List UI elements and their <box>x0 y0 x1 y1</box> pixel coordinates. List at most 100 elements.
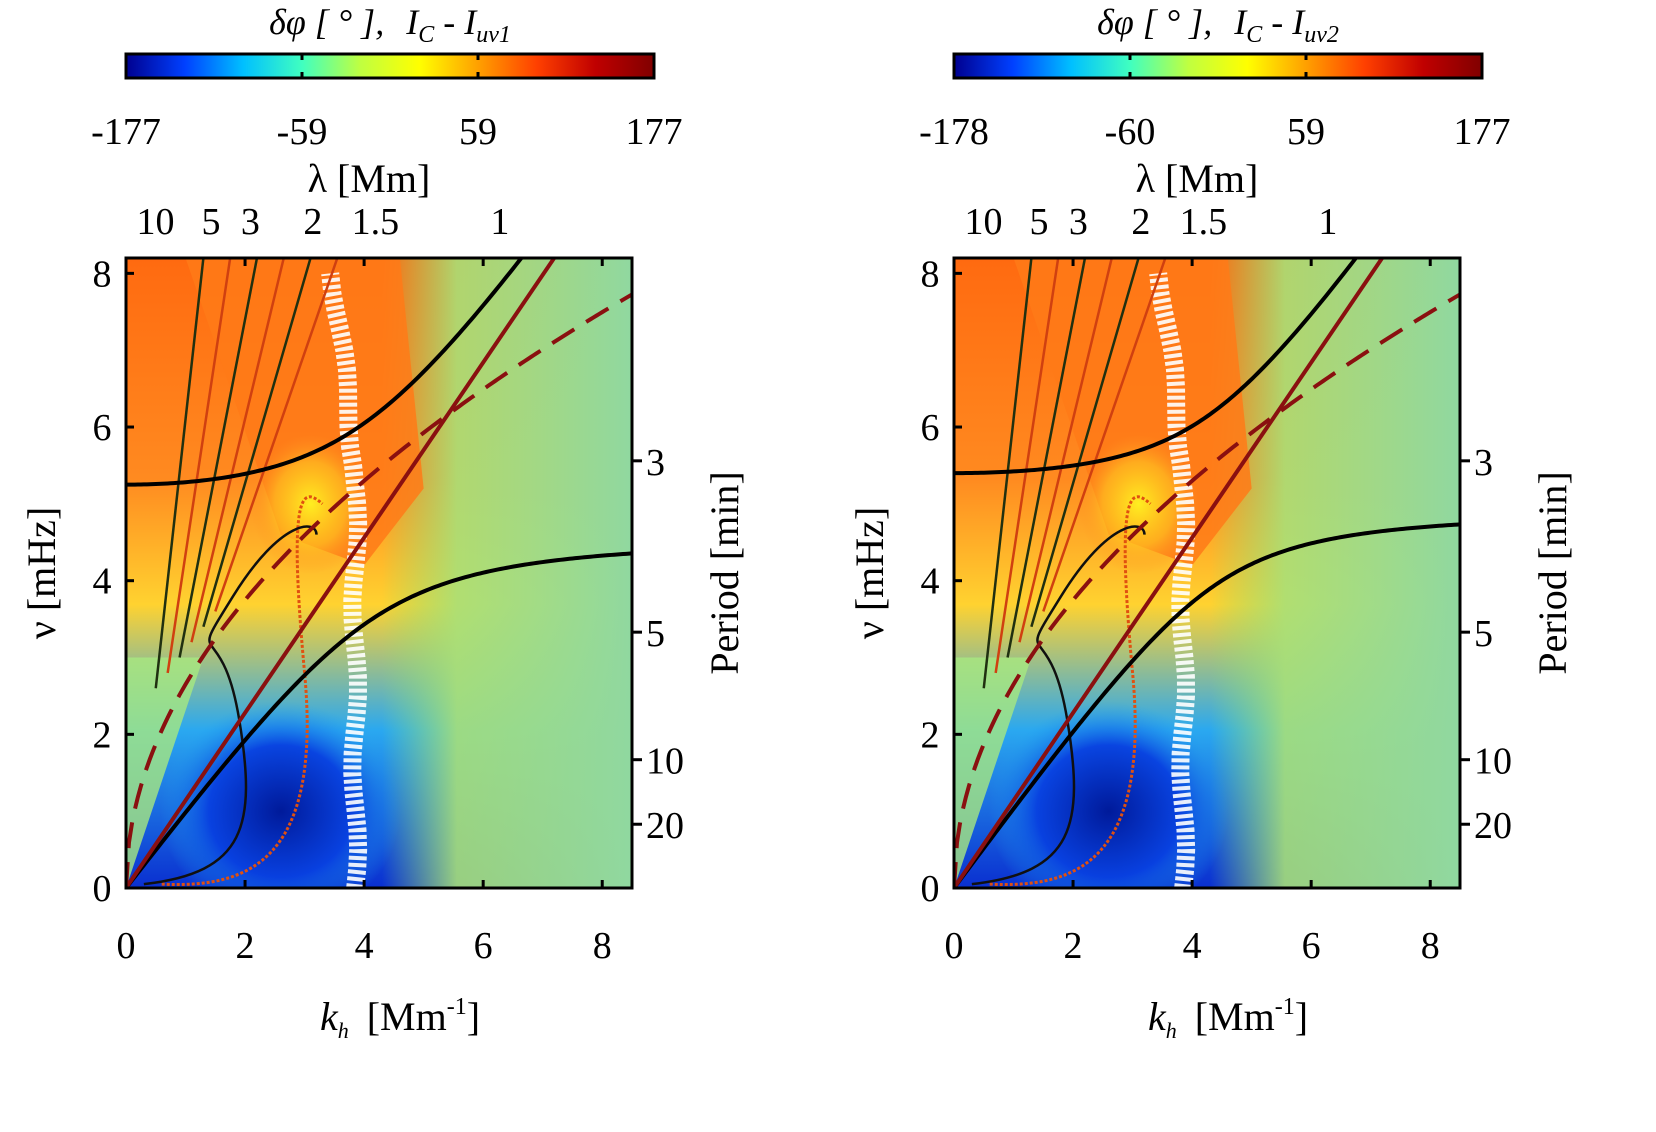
x-tick-label: 6 <box>1302 925 1321 967</box>
x-tick-label: 4 <box>1183 925 1202 967</box>
x-axis: 0 2 4 6 8 kh [Mm-1] <box>117 258 612 1043</box>
y-axis: 0 2 4 6 8 ν [mHz] <box>847 253 962 910</box>
x-axis-title-k: k <box>1148 994 1167 1039</box>
right-axis: 3 5 10 20 Period [min] <box>1460 442 1575 847</box>
lower-black-curve <box>126 551 632 888</box>
top-axis-tick-label: 1 <box>490 201 509 243</box>
x-axis-title-close: ] <box>467 994 480 1039</box>
top-axis-title: λ [Mm] <box>1136 156 1259 201</box>
heatmap-noise-region <box>381 258 632 888</box>
colorbar-title: δφ [ ° ], IC - Iuv1 <box>269 2 511 48</box>
right-tick-label: 3 <box>646 442 665 484</box>
y-tick-label: 2 <box>93 714 112 756</box>
right-axis: 3 5 10 20 Period [min] <box>632 442 747 847</box>
top-axis-title: λ [Mm] <box>308 156 431 201</box>
fmode-dashed-curve <box>954 292 1460 888</box>
y-tick-label: 0 <box>921 868 940 910</box>
x-axis-title-sub: h <box>338 1018 349 1043</box>
colorbar-title-main: δφ [ ° ], <box>1097 2 1212 42</box>
top-axis-tick-label: 1 <box>1318 201 1337 243</box>
x-tick-label: 6 <box>474 925 493 967</box>
colorbar-title-sub: C <box>418 22 435 48</box>
plot-frame <box>124 256 634 890</box>
y-tick-label: 8 <box>93 253 112 295</box>
upper-black-curve <box>126 258 524 487</box>
colorbar-tick-label: 59 <box>1287 111 1325 153</box>
colorbar-gradient <box>124 52 656 80</box>
ridge-contour <box>178 258 259 658</box>
right-tick-label: 10 <box>646 741 684 783</box>
right-tick-label: 5 <box>1474 613 1493 655</box>
y-tick-label: 6 <box>921 407 940 449</box>
x-tick-label: 2 <box>1064 925 1083 967</box>
lamb-line <box>126 258 556 888</box>
x-axis-title-unit: [Mm <box>367 994 447 1039</box>
black-contour <box>143 525 318 886</box>
y-tick-label: 4 <box>921 561 940 603</box>
ridge-contour <box>166 258 232 674</box>
plot-frame <box>952 256 1462 890</box>
x-axis-title-k: k <box>320 994 339 1039</box>
top-axis-tick-label: 1.5 <box>1180 201 1228 243</box>
ridge-contour <box>190 258 285 643</box>
orange-contour <box>161 495 324 887</box>
y-tick-label: 2 <box>921 714 940 756</box>
colorbar-title-i2: I <box>463 2 478 42</box>
heatmap-green-wedge <box>126 657 204 888</box>
colorbar-tick-label: 177 <box>626 111 683 153</box>
y-axis-title: ν [mHz] <box>19 507 64 639</box>
top-axis-tick-label: 10 <box>137 201 175 243</box>
colorbar-tick-label: 177 <box>1454 111 1511 153</box>
top-axis-tick-label: 5 <box>202 201 221 243</box>
colorbar-tick-label: -59 <box>277 111 328 153</box>
heatmap-field <box>954 258 1460 888</box>
orange-contour <box>989 495 1152 887</box>
ridge-contour <box>1030 258 1140 628</box>
ridge-contour <box>154 258 205 689</box>
x-axis-title-exp: -1 <box>447 994 467 1020</box>
top-axis-tick-label: 3 <box>1069 201 1088 243</box>
y-tick-label: 4 <box>93 561 112 603</box>
colorbar-title-i: I <box>1233 2 1248 42</box>
colorbar-tick-label: 59 <box>459 111 497 153</box>
y-tick-label: 8 <box>921 253 940 295</box>
colorbar-title-i: I <box>405 2 420 42</box>
ridge-contour <box>202 258 312 628</box>
colorbar-title-sub2: uv1 <box>476 22 511 48</box>
ridge-contour <box>994 258 1060 674</box>
colorbar-gradient <box>952 52 1484 80</box>
fmode-dashed-curve <box>126 292 632 888</box>
top-axis-tick-label: 2 <box>1131 201 1150 243</box>
colorbar-tick-label: -178 <box>919 111 989 153</box>
colorbar: -177 -59 59 177 δφ [ ° ], IC - Iuv1 <box>91 2 682 153</box>
y-axis: 0 2 4 6 8 ν [mHz] <box>19 253 134 910</box>
right-tick-label: 3 <box>1474 442 1493 484</box>
top-axis-tick-label: 2 <box>303 201 322 243</box>
right-tick-label: 20 <box>646 805 684 847</box>
ridge-contour <box>1042 258 1167 612</box>
y-tick-label: 0 <box>93 868 112 910</box>
black-contour <box>971 525 1146 886</box>
heatmap-green-wedge <box>954 657 1032 888</box>
x-axis: 0 2 4 6 8 kh [Mm-1] <box>945 258 1440 1043</box>
upper-black-curve <box>954 258 1359 476</box>
colorbar-tick-label: -177 <box>91 111 161 153</box>
x-axis-title-unit: [Mm <box>1195 994 1275 1039</box>
heatmap-noise-region <box>1209 258 1460 888</box>
x-axis-title: kh [Mm-1] <box>1148 994 1308 1043</box>
y-tick-label: 6 <box>93 407 112 449</box>
top-axis-tick-label: 5 <box>1030 201 1049 243</box>
top-axis: λ [Mm] 10 5 3 2 1.5 1 <box>965 156 1338 243</box>
x-axis-title-close: ] <box>1295 994 1308 1039</box>
x-tick-label: 0 <box>117 925 136 967</box>
white-noise-band <box>321 272 368 888</box>
white-noise-band <box>1149 272 1196 888</box>
x-axis-title-exp: -1 <box>1275 994 1295 1020</box>
colorbar-title-dash: - <box>1262 2 1292 42</box>
lower-black-curve <box>954 522 1460 888</box>
colorbar-title-sub2: uv2 <box>1304 22 1339 48</box>
top-axis: λ [Mm] 10 5 3 2 1.5 1 <box>137 156 510 243</box>
